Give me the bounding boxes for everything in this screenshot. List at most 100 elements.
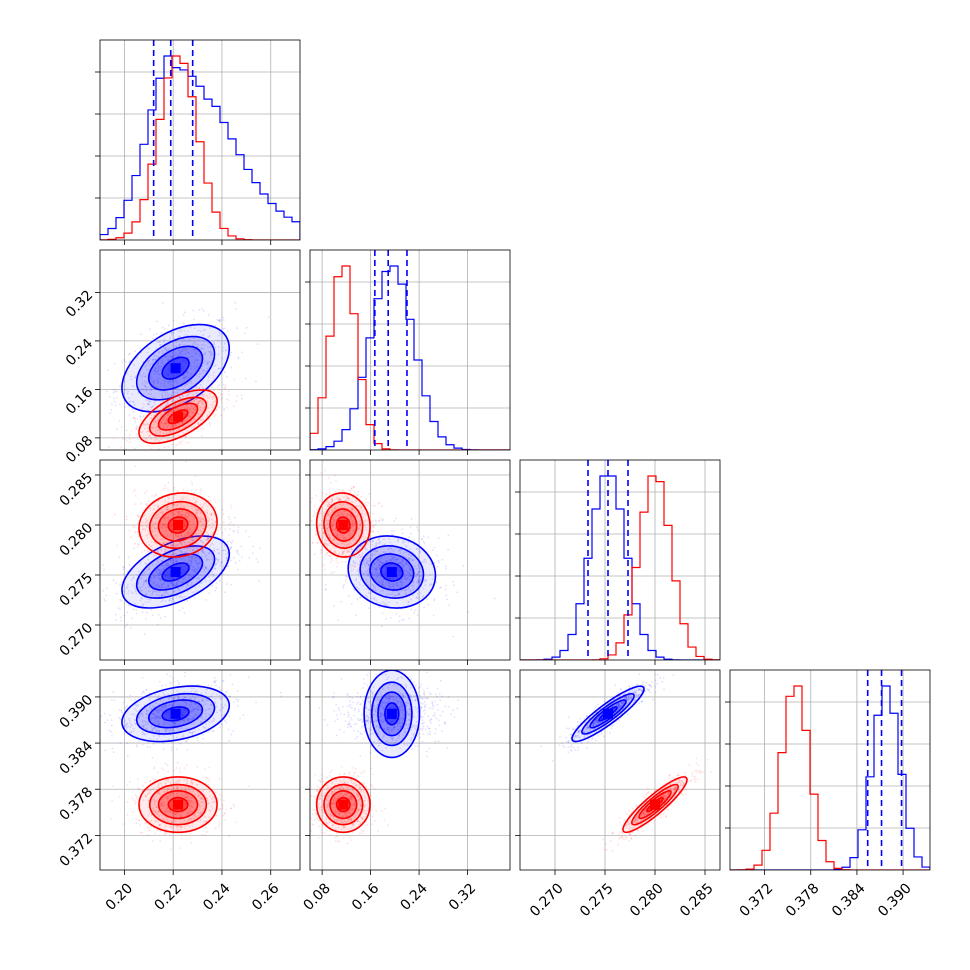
scatter-point — [213, 498, 216, 501]
scatter-point — [341, 506, 344, 509]
scatter-point — [328, 487, 331, 490]
scatter-point — [421, 560, 423, 563]
scatter-point — [188, 442, 190, 444]
scatter-point — [166, 349, 169, 352]
scatter-point — [208, 520, 210, 523]
scatter-point — [181, 367, 183, 369]
scatter-point — [175, 720, 178, 723]
scatter-point — [419, 575, 422, 578]
scatter-point — [157, 506, 160, 509]
scatter-point — [161, 527, 164, 530]
scatter-point — [398, 615, 401, 618]
scatter-point — [154, 529, 157, 532]
scatter-point — [110, 730, 113, 733]
scatter-point — [153, 414, 156, 417]
scatter-point — [164, 522, 166, 525]
scatter-point — [341, 518, 344, 520]
scatter-point — [185, 497, 188, 500]
scatter-point — [148, 543, 151, 546]
scatter-point — [337, 514, 340, 517]
scatter-point — [157, 694, 160, 697]
scatter-point — [328, 536, 331, 539]
scatter-point — [131, 617, 134, 620]
scatter-point — [327, 529, 330, 532]
scatter-point — [194, 501, 197, 504]
scatter-point — [126, 570, 129, 573]
scatter-point — [166, 402, 169, 405]
scatter-point — [185, 516, 187, 519]
scatter-point — [216, 529, 219, 532]
scatter-point — [150, 707, 153, 710]
scatter-point — [326, 544, 329, 547]
scatter-point — [142, 583, 145, 586]
scatter-point — [172, 398, 174, 401]
scatter-point — [135, 609, 138, 611]
scatter-point — [170, 395, 173, 398]
scatter-point — [180, 561, 183, 564]
scatter-point — [209, 354, 212, 356]
scatter-point — [402, 566, 405, 568]
scatter-point — [407, 601, 410, 604]
scatter-point — [384, 598, 387, 601]
scatter-point — [171, 391, 174, 393]
scatter-point — [322, 532, 325, 535]
scatter-point — [339, 537, 342, 540]
scatter-point — [171, 749, 173, 751]
scatter-point — [224, 384, 227, 387]
scatter-point — [160, 332, 163, 334]
scatter-point — [393, 519, 396, 522]
scatter-point — [322, 532, 325, 534]
scatter-point — [228, 549, 231, 552]
scatter-point — [134, 530, 137, 533]
scatter-point — [339, 534, 342, 537]
scatter-point — [191, 539, 193, 542]
scatter-point — [374, 571, 377, 574]
scatter-point — [168, 406, 171, 409]
scatter-point — [169, 376, 172, 379]
scatter-point — [337, 498, 340, 501]
scatter-point — [200, 519, 203, 522]
scatter-point — [206, 514, 208, 517]
scatter-point — [137, 570, 140, 573]
scatter-point — [164, 380, 167, 383]
scatter-point — [195, 352, 198, 355]
scatter-point — [387, 547, 390, 550]
scatter-point — [367, 560, 370, 563]
scatter-point — [213, 677, 216, 680]
scatter-point — [196, 548, 199, 551]
scatter-point — [163, 340, 166, 343]
scatter-point — [177, 588, 179, 590]
scatter-point — [183, 426, 185, 429]
scatter-point — [422, 540, 425, 543]
scatter-point — [218, 367, 220, 370]
scatter-point — [175, 424, 178, 427]
scatter-point — [193, 539, 195, 542]
scatter-point — [147, 500, 150, 503]
scatter-point — [160, 438, 163, 441]
scatter-point — [226, 544, 229, 547]
scatter-point — [151, 730, 154, 732]
scatter-point — [208, 708, 211, 710]
scatter-point — [126, 742, 129, 744]
scatter-point — [361, 535, 364, 538]
scatter-point — [190, 555, 193, 558]
scatter-point — [133, 376, 136, 379]
scatter-point — [175, 736, 178, 739]
scatter-point — [146, 351, 149, 354]
scatter-point — [202, 348, 205, 351]
scatter-point — [181, 496, 183, 499]
scatter-point — [162, 593, 165, 596]
scatter-point — [182, 715, 185, 718]
scatter-point — [178, 343, 181, 346]
scatter-point — [206, 558, 209, 561]
scatter-point — [372, 588, 375, 591]
scatter-point — [156, 583, 159, 586]
scatter-point — [192, 722, 195, 725]
scatter-point — [182, 431, 184, 434]
scatter-point — [331, 525, 334, 527]
scatter-point — [191, 556, 194, 559]
scatter-point — [163, 542, 165, 545]
scatter-point — [212, 720, 215, 723]
scatter-point — [123, 614, 126, 617]
scatter-point — [164, 548, 167, 551]
